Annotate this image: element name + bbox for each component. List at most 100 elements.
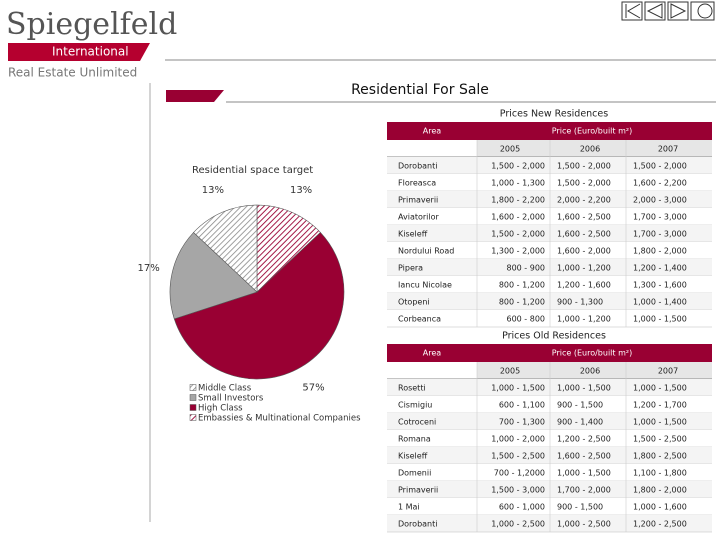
nav-prev[interactable] [644, 1, 666, 21]
tagline: Real Estate Unlimited [8, 66, 137, 80]
table-cell: 1,500 - 2,500 [491, 452, 545, 461]
nav-last[interactable] [690, 1, 715, 21]
logo: Spiegelfeld [6, 7, 177, 42]
table-cell: 600 - 1,000 [499, 503, 545, 512]
year-cell: 2006 [580, 367, 600, 376]
row-bg [387, 464, 712, 481]
page-title: Residential For Sale [351, 82, 489, 98]
row-bg [387, 259, 712, 276]
table-cell: Dorobanti [398, 520, 437, 529]
table-cell: 800 - 900 [506, 264, 545, 273]
table-cell: Corbeanca [398, 315, 441, 324]
pie-label: 17% [138, 263, 160, 274]
table-cell: 1,000 - 1,400 [633, 298, 687, 307]
table-cell: Iancu Nicolae [398, 281, 452, 290]
table-cell: Primaverii [398, 486, 438, 495]
row-bg [387, 430, 712, 447]
table-header-cell: Area [423, 349, 442, 358]
row-bg [387, 481, 712, 498]
table-cell: 1,600 - 2,000 [491, 213, 545, 222]
table-cell: 1,500 - 2,000 [557, 162, 611, 171]
nav-first[interactable] [621, 1, 643, 21]
table-cell: 1,000 - 1,500 [633, 384, 687, 393]
year-cell: 2007 [658, 367, 678, 376]
legend-label: High Class [198, 404, 243, 414]
table-cell: 1,000 - 1,500 [491, 384, 545, 393]
table-cell: 1,500 - 2,000 [491, 162, 545, 171]
table-cell: 1,800 - 2,000 [633, 247, 687, 256]
table-cell: Kiseleff [398, 230, 428, 239]
table-cell: Cismigiu [398, 401, 432, 410]
table-cell: 1,200 - 1,600 [557, 281, 611, 290]
row-bg [387, 396, 712, 413]
legend-swatch [189, 394, 197, 401]
table-cell: 1,000 - 1,500 [557, 469, 611, 478]
logo-band [8, 43, 150, 61]
table-cell: Romana [398, 435, 431, 444]
year-row [477, 362, 712, 379]
table-cell: 700 - 1,300 [499, 418, 545, 427]
chart-title: Residential space target [192, 165, 313, 176]
table-cell: Kiseleff [398, 452, 428, 461]
legend-swatch [189, 414, 197, 421]
table-cell: 1,500 - 2,000 [491, 230, 545, 239]
table-cell: Aviatorilor [398, 213, 440, 222]
table-cell: 1,000 - 2,500 [557, 520, 611, 529]
legend-label: Middle Class [198, 384, 252, 394]
legend-label: Embassies & Multinational Companies [198, 414, 361, 424]
table-title: Prices New Residences [500, 109, 608, 120]
table-header-cell: Price (Euro/built m²) [552, 127, 632, 136]
table-cell: Pipera [398, 264, 423, 273]
table-cell: 1,500 - 2,500 [633, 435, 687, 444]
table-cell: 1,200 - 1,700 [633, 401, 687, 410]
table-header [387, 122, 712, 140]
legend-swatch [189, 404, 197, 411]
nav-next[interactable] [667, 1, 689, 21]
table-cell: 1,500 - 3,000 [491, 486, 545, 495]
pie-slice [169, 232, 258, 320]
table-cell: 1,000 - 1,500 [557, 384, 611, 393]
table-header [387, 344, 712, 362]
nav-icons[interactable] [621, 1, 715, 21]
table-cell: 1,700 - 3,000 [633, 230, 687, 239]
table-cell: 1,000 - 1,600 [633, 503, 687, 512]
row-bg [387, 413, 712, 430]
nav-last-icon [697, 3, 713, 19]
legend-swatch [189, 384, 197, 391]
nav-next-icon [670, 3, 687, 19]
row-bg [387, 208, 712, 225]
table-cell: 1 Mai [398, 503, 420, 512]
table-cell: 600 - 800 [506, 315, 545, 324]
table-cell: 600 - 1,100 [499, 401, 545, 410]
table-cell: Nordului Road [398, 247, 454, 256]
table-title: Prices Old Residences [502, 331, 606, 342]
pie-label: 13% [290, 185, 312, 196]
row-bg [387, 191, 712, 208]
row-bg [387, 498, 712, 515]
row-bg [387, 379, 712, 396]
nav-prev-icon [646, 3, 663, 19]
table-header-cell: Price (Euro/built m²) [552, 349, 632, 358]
table-cell: 1,300 - 2,000 [491, 247, 545, 256]
table-cell: 900 - 1,500 [557, 503, 603, 512]
table-cell: 1,800 - 2,200 [491, 196, 545, 205]
table-cell: 1,000 - 1,500 [633, 315, 687, 324]
pie-label: 57% [302, 383, 324, 394]
table-cell: Otopeni [398, 298, 430, 307]
table-cell: 800 - 1,200 [499, 281, 545, 290]
row-bg [387, 293, 712, 310]
pie-slice [173, 232, 345, 380]
table-cell: 900 - 1,300 [557, 298, 603, 307]
table-cell: 800 - 1,200 [499, 298, 545, 307]
year-row [477, 140, 712, 157]
table-cell: 1,800 - 2,000 [633, 486, 687, 495]
table-cell: 1,200 - 1,400 [633, 264, 687, 273]
table-cell: Domenii [398, 469, 431, 478]
title-band [166, 90, 224, 102]
table-cell: 900 - 1,500 [557, 401, 603, 410]
row-bg [387, 225, 712, 242]
table-cell: 1,200 - 2,500 [557, 435, 611, 444]
row-bg [387, 174, 712, 191]
table-cell: 1,700 - 3,000 [633, 213, 687, 222]
row-bg [387, 515, 712, 532]
